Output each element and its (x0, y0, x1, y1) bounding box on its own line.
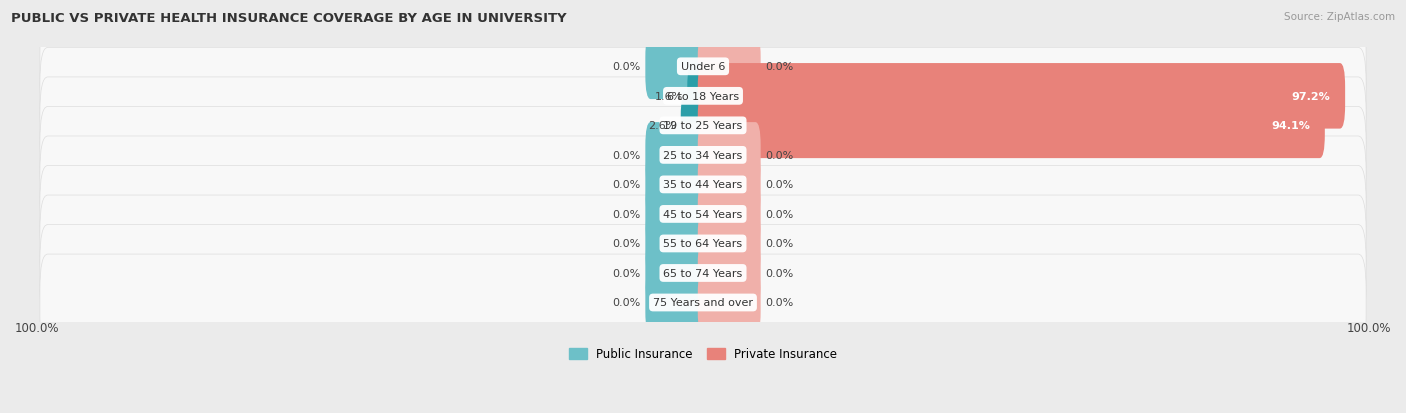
Text: 0.0%: 0.0% (765, 239, 793, 249)
Text: 100.0%: 100.0% (15, 321, 59, 334)
Legend: Public Insurance, Private Insurance: Public Insurance, Private Insurance (564, 343, 842, 366)
FancyBboxPatch shape (39, 196, 1367, 292)
FancyBboxPatch shape (39, 225, 1367, 322)
FancyBboxPatch shape (697, 64, 1346, 129)
Text: Under 6: Under 6 (681, 62, 725, 72)
Text: 0.0%: 0.0% (613, 62, 641, 72)
Text: 100.0%: 100.0% (1347, 321, 1391, 334)
Text: 0.0%: 0.0% (613, 268, 641, 278)
Text: 0.0%: 0.0% (765, 298, 793, 308)
FancyBboxPatch shape (697, 270, 761, 335)
Text: 45 to 54 Years: 45 to 54 Years (664, 209, 742, 219)
FancyBboxPatch shape (39, 48, 1367, 145)
Text: 6 to 18 Years: 6 to 18 Years (666, 92, 740, 102)
Text: 0.0%: 0.0% (613, 209, 641, 219)
FancyBboxPatch shape (697, 241, 761, 306)
FancyBboxPatch shape (697, 93, 1324, 159)
Text: 1.6%: 1.6% (654, 92, 683, 102)
FancyBboxPatch shape (645, 34, 709, 100)
Text: 55 to 64 Years: 55 to 64 Years (664, 239, 742, 249)
Text: 0.0%: 0.0% (765, 62, 793, 72)
Text: 0.0%: 0.0% (613, 298, 641, 308)
FancyBboxPatch shape (697, 34, 761, 100)
Text: 0.0%: 0.0% (765, 268, 793, 278)
FancyBboxPatch shape (39, 254, 1367, 351)
Text: 94.1%: 94.1% (1271, 121, 1310, 131)
FancyBboxPatch shape (697, 123, 761, 188)
FancyBboxPatch shape (645, 211, 709, 277)
FancyBboxPatch shape (39, 137, 1367, 233)
Text: 0.0%: 0.0% (765, 180, 793, 190)
Text: 0.0%: 0.0% (613, 239, 641, 249)
FancyBboxPatch shape (39, 166, 1367, 263)
Text: 2.6%: 2.6% (648, 121, 676, 131)
FancyBboxPatch shape (645, 123, 709, 188)
Text: 0.0%: 0.0% (613, 180, 641, 190)
FancyBboxPatch shape (697, 211, 761, 277)
FancyBboxPatch shape (39, 107, 1367, 204)
Text: 0.0%: 0.0% (613, 150, 641, 161)
Text: 35 to 44 Years: 35 to 44 Years (664, 180, 742, 190)
FancyBboxPatch shape (697, 152, 761, 218)
Text: 97.2%: 97.2% (1291, 92, 1330, 102)
Text: 19 to 25 Years: 19 to 25 Years (664, 121, 742, 131)
Text: 25 to 34 Years: 25 to 34 Years (664, 150, 742, 161)
FancyBboxPatch shape (645, 152, 709, 218)
FancyBboxPatch shape (39, 19, 1367, 116)
Text: Source: ZipAtlas.com: Source: ZipAtlas.com (1284, 12, 1395, 22)
FancyBboxPatch shape (697, 182, 761, 247)
Text: 75 Years and over: 75 Years and over (652, 298, 754, 308)
Text: 0.0%: 0.0% (765, 150, 793, 161)
Text: 65 to 74 Years: 65 to 74 Years (664, 268, 742, 278)
FancyBboxPatch shape (645, 241, 709, 306)
FancyBboxPatch shape (681, 93, 709, 159)
Text: PUBLIC VS PRIVATE HEALTH INSURANCE COVERAGE BY AGE IN UNIVERSITY: PUBLIC VS PRIVATE HEALTH INSURANCE COVER… (11, 12, 567, 25)
Text: 0.0%: 0.0% (765, 209, 793, 219)
FancyBboxPatch shape (645, 270, 709, 335)
FancyBboxPatch shape (688, 64, 709, 129)
FancyBboxPatch shape (39, 78, 1367, 174)
FancyBboxPatch shape (645, 182, 709, 247)
